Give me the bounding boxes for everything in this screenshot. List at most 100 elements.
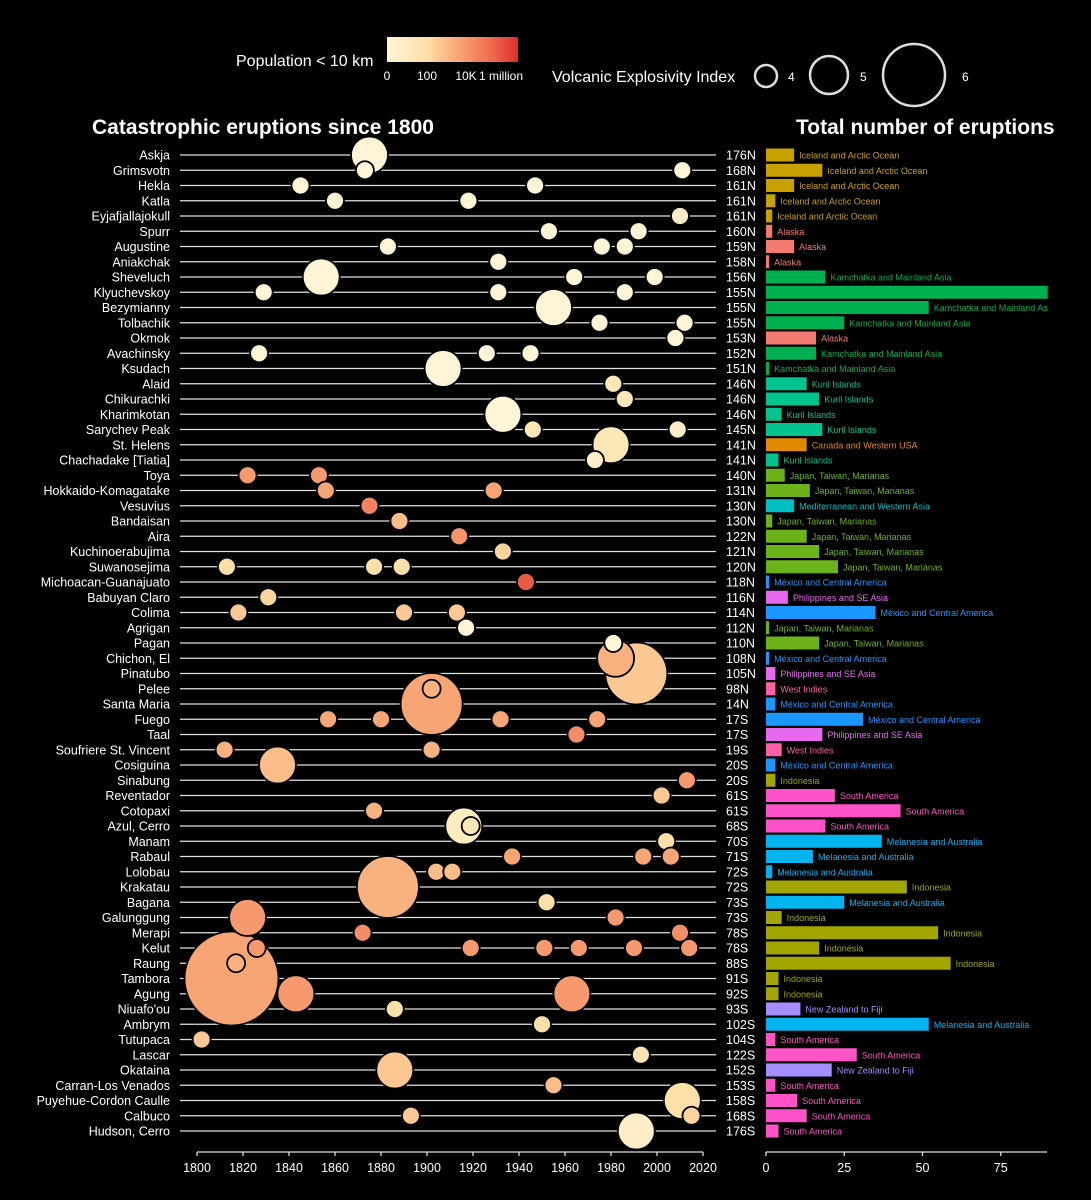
volcano-latitude-label: 104S: [726, 1033, 755, 1047]
eruption-bubble: [616, 1111, 656, 1151]
volcano-latitude-label: 14N: [726, 698, 749, 712]
region-label: México and Central America: [780, 700, 893, 710]
eruption-bubble: [354, 160, 375, 181]
eruption-count-bar: [766, 255, 770, 269]
eruption-bubble: [476, 343, 497, 364]
eruption-bubble: [226, 953, 247, 974]
volcano-name-label: Bezymianny: [102, 301, 171, 315]
region-label: Kamchatka and Mainland Asia: [821, 349, 942, 359]
region-label: México and Central America: [774, 654, 887, 664]
volcano-name-label: Rabaul: [130, 850, 170, 864]
eruption-bubble: [371, 709, 391, 730]
volcano-name-label: Galunggung: [102, 911, 170, 925]
eruption-bubble: [458, 190, 479, 211]
region-label: Kamchatka and Mainland Asia: [849, 318, 970, 328]
year-tick-label: 1800: [183, 1161, 211, 1175]
volcano-name-label: Agrigan: [127, 621, 170, 635]
volcano-name-label: Aira: [148, 530, 170, 544]
year-tick-label: 1860: [321, 1161, 349, 1175]
size-legend-circle-6: [881, 42, 947, 108]
year-tick-label: 1940: [505, 1161, 533, 1175]
eruption-bubble: [665, 328, 686, 348]
eruption-count-bar: [766, 850, 813, 863]
volcano-name-label: Kuchinoerabujima: [70, 545, 170, 559]
eruption-bubble: [591, 236, 612, 257]
eruption-count-bar: [766, 1124, 779, 1138]
volcano-latitude-label: 160N: [726, 225, 756, 239]
eruption-count-bar: [766, 316, 845, 330]
volcano-name-label: Askja: [139, 149, 170, 163]
region-label: Indonesia: [943, 928, 982, 938]
volcano-name-label: Puyehue-Cordon Caulle: [37, 1094, 170, 1108]
size-legend: Volcanic Explosivity Index 4 5 6: [552, 42, 969, 108]
eruption-count-bar: [766, 529, 807, 543]
volcano-latitude-label: 152S: [726, 1064, 755, 1078]
volcano-latitude-label: 131N: [726, 484, 756, 498]
eruption-bubble: [276, 974, 316, 1014]
eruption-count-bar: [766, 941, 820, 955]
volcano-name-label: Soufriere St. Vincent: [56, 743, 171, 757]
eruption-count-bar: [766, 590, 788, 604]
eruption-bubble: [460, 938, 481, 958]
volcano-latitude-label: 98N: [726, 682, 749, 696]
volcano-name-label: Pinatubo: [121, 667, 170, 681]
eruption-bubble: [679, 938, 700, 958]
eruption-count-bar: [766, 804, 901, 818]
region-label: Japan, Taiwan, Marianas: [824, 547, 924, 557]
color-legend-tick: 100: [417, 69, 437, 83]
volcano-latitude-label: 19S: [726, 743, 748, 757]
volcano-latitude-label: 20S: [726, 774, 748, 788]
eruption-count-bar: [766, 209, 773, 223]
region-label: South America: [812, 1111, 871, 1121]
eruption-bubble: [603, 633, 624, 653]
size-legend-tick: 6: [962, 70, 969, 84]
color-legend-tick: 0: [384, 69, 391, 83]
eruption-bubble: [525, 175, 545, 196]
volcano-latitude-label: 93S: [726, 1003, 748, 1017]
region-label: México and Central America: [774, 578, 887, 588]
volcano-latitude-label: 155N: [726, 286, 756, 300]
volcano-latitude-label: 108N: [726, 652, 756, 666]
eruption-bubble: [460, 816, 481, 836]
region-label: Kamchatka and Mainland Asia: [934, 303, 1055, 313]
eruption-bubble: [589, 312, 610, 333]
eruption-count-bar: [766, 911, 782, 924]
eruption-bubble: [258, 587, 279, 608]
eruption-count-bar: [766, 301, 929, 314]
volcano-latitude-label: 141N: [726, 454, 756, 468]
eruption-count-bar: [766, 819, 826, 833]
region-label: Melanesia and Australia: [887, 837, 983, 847]
region-label: Philippines and SE Asia: [827, 730, 922, 740]
volcano-name-label: Carran-Los Venados: [55, 1079, 170, 1093]
eruption-count-bar: [766, 1033, 776, 1046]
eruption-bubble: [492, 541, 513, 562]
eruption-count-bar: [766, 621, 770, 635]
eruption-count-bar: [766, 1078, 776, 1092]
volcano-latitude-label: 120N: [726, 560, 756, 574]
eruption-count-bar: [766, 1048, 857, 1062]
volcano-latitude-label: 151N: [726, 362, 756, 376]
region-label: South America: [906, 806, 965, 816]
eruption-bubble: [400, 1105, 421, 1126]
volcano-latitude-label: 61S: [726, 804, 748, 818]
eruption-bubble: [651, 785, 672, 806]
eruption-bubble: [681, 1105, 702, 1126]
eruption-bubble: [237, 465, 258, 486]
region-label: South America: [802, 1096, 861, 1106]
region-label: Kuril Islands: [824, 395, 874, 405]
size-legend-title: Volcanic Explosivity Index: [552, 69, 735, 86]
volcano-latitude-label: 68S: [726, 820, 748, 834]
volcano-name-label: Cosiguina: [114, 759, 170, 773]
eruption-bubble: [483, 480, 504, 501]
volcano-latitude-label: 114N: [726, 606, 755, 620]
count-tick-label: 75: [994, 1161, 1008, 1175]
volcano-name-label: Azul, Cerro: [107, 820, 170, 834]
eruption-bubble: [483, 394, 523, 434]
eruption-bubble: [423, 349, 463, 388]
volcano-latitude-label: 78S: [726, 942, 748, 956]
region-label: Philippines and SE Asia: [793, 593, 888, 603]
volcano-latitude-label: 145N: [726, 423, 756, 437]
volcano-name-label: Reventador: [105, 789, 170, 803]
region-label: Iceland and Arctic Ocean: [799, 151, 899, 161]
